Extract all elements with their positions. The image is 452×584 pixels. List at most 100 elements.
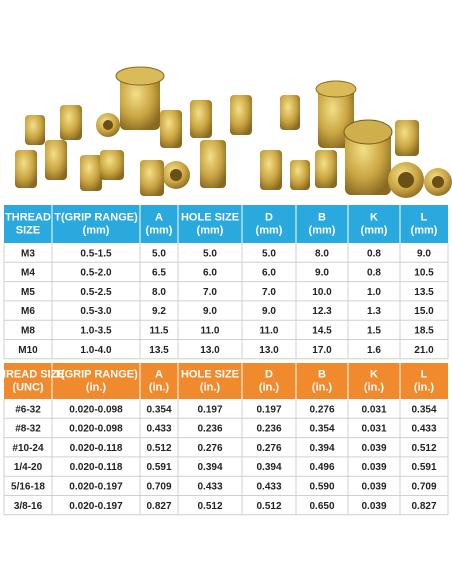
header-text: L xyxy=(421,211,428,223)
header-text: (mm) xyxy=(256,224,283,236)
cell-text: M8 xyxy=(21,325,35,336)
cell-text: 11.5 xyxy=(150,325,169,336)
cell-text: 9.0 xyxy=(417,248,431,259)
cell-text: M10 xyxy=(18,345,38,356)
cell-text: 7.0 xyxy=(262,287,276,298)
header-text: (mm) xyxy=(309,224,336,236)
header-text: B xyxy=(318,368,326,380)
cell-text: 0.512 xyxy=(411,443,436,454)
cell-text: 0.354 xyxy=(309,424,334,435)
cell-text: 0.354 xyxy=(411,404,436,415)
cell-text: 14.5 xyxy=(312,325,332,336)
cell-text: #8-32 xyxy=(15,424,41,435)
cell-text: 13.5 xyxy=(414,287,434,298)
header-text: THREAD xyxy=(5,211,51,223)
header-text: (in.) xyxy=(259,381,279,393)
cell-text: 0.354 xyxy=(146,404,171,415)
cell-text: 0.020-0.197 xyxy=(69,501,123,512)
cell-text: M5 xyxy=(21,287,35,298)
header-text: HOLE SIZE xyxy=(181,368,239,380)
product-photo xyxy=(15,66,452,198)
cell-text: 0.827 xyxy=(146,501,171,512)
cell-text: 0.394 xyxy=(197,462,222,473)
cell-text: 6.5 xyxy=(152,268,166,279)
header-text: K xyxy=(370,211,378,223)
cell-text: 0.020-0.197 xyxy=(69,481,123,492)
cell-text: 18.5 xyxy=(414,325,434,336)
cell-text: 1/4-20 xyxy=(14,462,43,473)
cell-text: M3 xyxy=(21,248,35,259)
header-text: K xyxy=(370,368,378,380)
cell-text: #6-32 xyxy=(15,404,41,415)
header-text: (in.) xyxy=(414,381,434,393)
cell-text: 0.709 xyxy=(146,481,171,492)
cell-text: 1.3 xyxy=(367,306,381,317)
cell-text: 0.394 xyxy=(309,443,334,454)
header-text: (mm) xyxy=(146,224,173,236)
cell-text: 0.197 xyxy=(256,404,281,415)
cell-text: 5.0 xyxy=(262,248,276,259)
cell-text: 13.0 xyxy=(200,345,220,356)
header-text: T(GRIP RANGE) xyxy=(54,368,138,380)
cell-text: 0.039 xyxy=(361,443,386,454)
cell-text: 0.5-2.5 xyxy=(80,287,112,298)
cell-text: 17.0 xyxy=(312,345,332,356)
cell-text: 0.433 xyxy=(197,481,222,492)
cell-text: 0.650 xyxy=(309,501,334,512)
cell-text: 1.6 xyxy=(367,345,381,356)
cell-text: 0.020-0.098 xyxy=(69,404,123,415)
header-text: L xyxy=(421,368,428,380)
cell-text: 0.031 xyxy=(361,404,386,415)
cell-text: 5/16-18 xyxy=(11,481,45,492)
cell-text: 21.0 xyxy=(414,345,434,356)
cell-text: 13.5 xyxy=(149,345,169,356)
cell-text: 10.5 xyxy=(414,268,434,279)
cell-text: 0.512 xyxy=(146,443,171,454)
cell-text: 6.0 xyxy=(203,268,217,279)
header-text: (mm) xyxy=(197,224,224,236)
cell-text: 0.591 xyxy=(411,462,436,473)
cell-text: 0.197 xyxy=(197,404,222,415)
cell-text: 0.433 xyxy=(256,481,281,492)
cell-text: 0.031 xyxy=(361,424,386,435)
header-text: (in.) xyxy=(364,381,384,393)
header-text: D xyxy=(265,211,273,223)
cell-text: 5.0 xyxy=(203,248,217,259)
cell-text: 8.0 xyxy=(315,248,329,259)
cell-text: 7.0 xyxy=(203,287,217,298)
cell-text: 9.2 xyxy=(152,306,166,317)
cell-text: #10-24 xyxy=(12,443,44,454)
cell-text: 0.590 xyxy=(309,481,334,492)
cell-text: 8.0 xyxy=(152,287,166,298)
cell-text: 10.0 xyxy=(312,287,332,298)
cell-text: 1.0-3.5 xyxy=(80,325,112,336)
cell-text: 0.496 xyxy=(309,462,334,473)
header-text: A xyxy=(155,368,163,380)
header-text: (in.) xyxy=(149,381,169,393)
cell-text: 1.5 xyxy=(367,325,381,336)
header-text: A xyxy=(155,211,163,223)
header-text: T(GRIP RANGE) xyxy=(54,211,138,223)
table-header-bg xyxy=(4,205,448,243)
header-text: (in.) xyxy=(312,381,332,393)
cell-text: 9.0 xyxy=(203,306,217,317)
cell-text: M4 xyxy=(21,268,35,279)
cell-text: 13.0 xyxy=(259,345,279,356)
cell-text: 0.276 xyxy=(256,443,281,454)
header-text: (in.) xyxy=(200,381,220,393)
table-header-bg xyxy=(4,363,448,399)
cell-text: 11.0 xyxy=(201,325,220,336)
cell-text: 0.5-2.0 xyxy=(80,268,112,279)
cell-text: 0.433 xyxy=(146,424,171,435)
cell-text: 0.236 xyxy=(256,424,281,435)
cell-text: 15.0 xyxy=(414,306,434,317)
header-text: (mm) xyxy=(83,224,110,236)
cell-text: 0.039 xyxy=(361,481,386,492)
header-text: B xyxy=(318,211,326,223)
cell-text: 0.394 xyxy=(256,462,281,473)
cell-text: 0.8 xyxy=(367,268,381,279)
cell-text: 0.709 xyxy=(411,481,436,492)
cell-text: 9.0 xyxy=(315,268,329,279)
cell-text: 0.020-0.118 xyxy=(70,443,123,454)
